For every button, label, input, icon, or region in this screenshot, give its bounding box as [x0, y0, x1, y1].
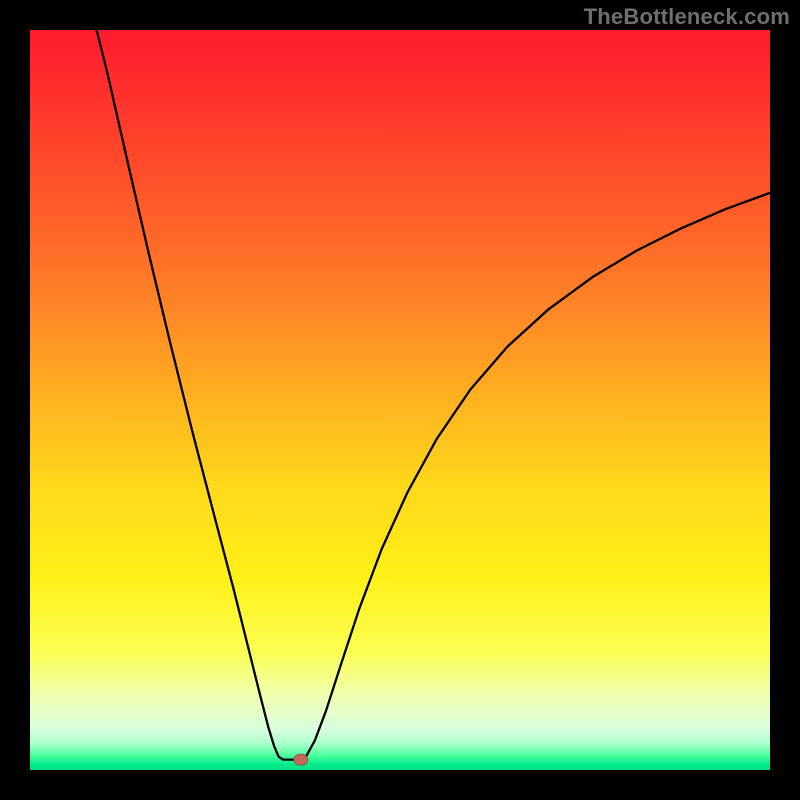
chart-frame: TheBottleneck.com — [0, 0, 800, 800]
watermark-text: TheBottleneck.com — [584, 4, 790, 30]
bottleneck-chart — [30, 30, 770, 770]
plot-background — [30, 30, 770, 770]
minimum-marker — [294, 754, 308, 765]
